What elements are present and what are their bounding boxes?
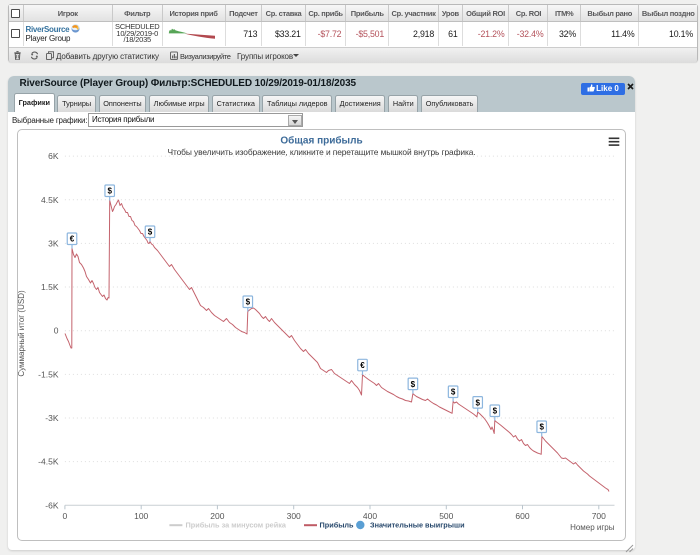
svg-text:$: $: [539, 422, 544, 431]
svg-text:$: $: [410, 379, 415, 388]
svg-text:Прибыль за минусом рейка: Прибыль за минусом рейка: [185, 520, 286, 529]
svg-text:4.5K: 4.5K: [41, 194, 59, 204]
svg-text:6K: 6K: [48, 151, 59, 161]
svg-text:500: 500: [439, 511, 453, 521]
svg-text:600: 600: [515, 511, 529, 521]
svg-text:3K: 3K: [48, 238, 59, 248]
svg-text:0: 0: [53, 325, 58, 335]
svg-text:-1.5K: -1.5K: [38, 369, 59, 379]
svg-text:Общая прибыль: Общая прибыль: [280, 134, 362, 146]
svg-text:0: 0: [62, 511, 67, 521]
svg-text:$: $: [450, 387, 455, 396]
svg-text:200: 200: [210, 511, 224, 521]
svg-text:-6K: -6K: [45, 500, 59, 510]
svg-text:Номер игры: Номер игры: [570, 523, 615, 532]
svg-text:$: $: [475, 398, 480, 407]
svg-text:$: $: [245, 297, 250, 306]
svg-text:1.5K: 1.5K: [41, 282, 59, 292]
svg-text:700: 700: [591, 511, 605, 521]
svg-text:100: 100: [134, 511, 148, 521]
svg-text:400: 400: [362, 511, 376, 521]
svg-text:Чтобы увеличить изображение, к: Чтобы увеличить изображение, кликните и …: [167, 147, 475, 157]
svg-text:€: €: [69, 234, 74, 243]
svg-text:€: €: [360, 361, 365, 370]
svg-text:Прибыль: Прибыль: [319, 520, 354, 529]
svg-text:$: $: [107, 186, 112, 195]
svg-text:Суммарный итог (USD): Суммарный итог (USD): [18, 290, 26, 377]
svg-text:-3K: -3K: [45, 413, 59, 423]
svg-text:$: $: [147, 227, 152, 236]
svg-text:Значительные выигрыши: Значительные выигрыши: [370, 520, 465, 529]
svg-text:-4.5K: -4.5K: [38, 456, 59, 466]
svg-text:$: $: [492, 406, 497, 415]
svg-text:300: 300: [286, 511, 300, 521]
